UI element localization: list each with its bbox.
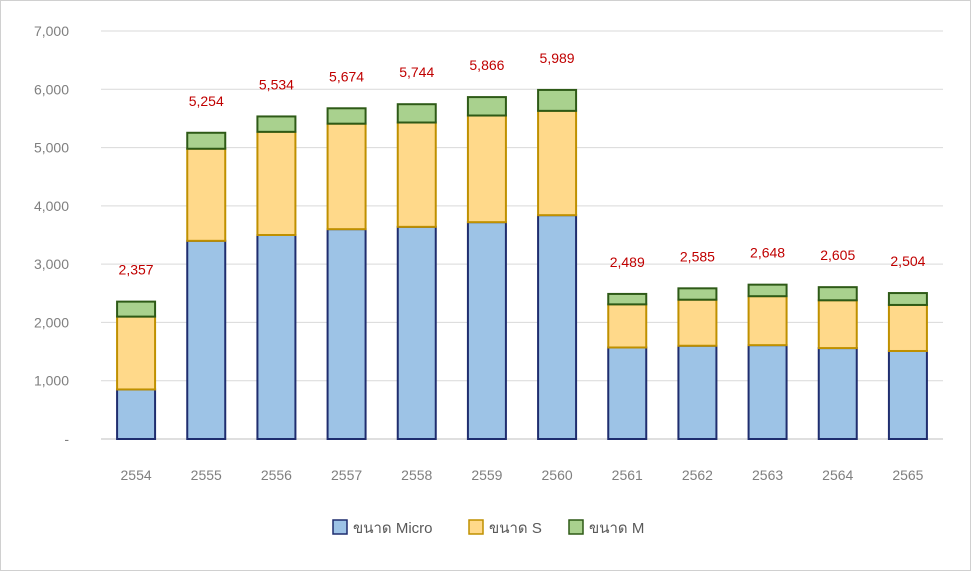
data-label-total: 5,744 xyxy=(399,64,434,80)
bars xyxy=(116,88,928,441)
bar-segment xyxy=(256,130,297,236)
bar-segment xyxy=(466,114,507,224)
bar-segment xyxy=(537,109,578,217)
bar-segment xyxy=(887,303,928,352)
bar-segment xyxy=(256,234,297,440)
bar-segment xyxy=(817,299,858,350)
data-label-total: 2,504 xyxy=(890,253,925,269)
x-tick-label: 2564 xyxy=(822,467,853,483)
bar-segment xyxy=(607,346,648,440)
data-label-total: 5,254 xyxy=(189,93,224,109)
bar-segment xyxy=(396,103,437,124)
data-label-total: 2,357 xyxy=(119,262,154,278)
legend-swatch xyxy=(468,519,484,535)
bar-segment xyxy=(817,286,858,302)
x-tick-label: 2558 xyxy=(401,467,432,483)
bar-segment xyxy=(186,147,227,242)
bar-segment xyxy=(466,221,507,440)
y-axis: - 1,000 2,000 3,000 4,000 5,000 6,000 7,000 xyxy=(34,23,69,447)
x-tick-label: 2559 xyxy=(471,467,502,483)
total-labels: 2,357 5,254 5,534 5,674 5,744 5,866 5,989 2,489… xyxy=(119,50,926,278)
bar-segment xyxy=(256,115,297,133)
bar-segment xyxy=(607,292,648,306)
bar-segment xyxy=(747,283,788,298)
y-tick-label: - xyxy=(64,431,69,447)
y-tick-label: 2,000 xyxy=(34,314,69,330)
bar-segment xyxy=(677,287,718,301)
bar-segment xyxy=(677,298,718,347)
y-tick-label: 4,000 xyxy=(34,198,69,214)
bar-segment xyxy=(466,96,507,117)
x-tick-label: 2563 xyxy=(752,467,783,483)
data-label-total: 2,489 xyxy=(610,254,645,270)
bar-segment xyxy=(186,131,227,150)
data-label-total: 2,648 xyxy=(750,245,785,261)
data-label-total: 5,534 xyxy=(259,76,294,92)
bar-segment xyxy=(677,344,718,440)
y-tick-label: 7,000 xyxy=(34,23,69,39)
bar-segment xyxy=(537,88,578,112)
legend-label: ขนาด M xyxy=(589,520,644,537)
x-tick-label: 2561 xyxy=(612,467,643,483)
bar-segment xyxy=(116,300,157,318)
bar-segment xyxy=(116,315,157,391)
gridlines xyxy=(101,30,943,440)
bar-segment xyxy=(747,344,788,440)
bar-segment xyxy=(326,122,367,231)
y-tick-label: 6,000 xyxy=(34,81,69,97)
bar-segment xyxy=(396,121,437,228)
bar-segment xyxy=(186,239,227,440)
bar-segment xyxy=(116,388,157,441)
x-tick-label: 2556 xyxy=(261,467,292,483)
legend-label: ขนาด Micro xyxy=(353,520,433,537)
bar-segment xyxy=(537,214,578,440)
y-tick-label: 3,000 xyxy=(34,256,69,272)
data-label-total: 2,585 xyxy=(680,248,715,264)
bar-segment xyxy=(607,303,648,349)
bar-segment xyxy=(747,295,788,347)
x-tick-label: 2554 xyxy=(121,467,152,483)
legend-swatch xyxy=(332,519,348,535)
bar-segment xyxy=(396,225,437,440)
x-tick-label: 2557 xyxy=(331,467,362,483)
x-tick-label: 2555 xyxy=(191,467,222,483)
legend-swatch xyxy=(568,519,584,535)
data-label-total: 5,989 xyxy=(540,50,575,66)
legend: ขนาด Micro ขนาด S ขนาด M xyxy=(332,519,644,537)
data-label-total: 5,866 xyxy=(469,57,504,73)
bar-segment xyxy=(326,228,367,440)
x-axis: 2554 2555 2556 2557 2558 2559 2560 2561 2562 2563… xyxy=(121,467,924,483)
y-tick-label: 5,000 xyxy=(34,140,69,156)
x-tick-label: 2560 xyxy=(542,467,573,483)
bar-segment xyxy=(817,347,858,440)
x-tick-label: 2562 xyxy=(682,467,713,483)
data-label-total: 5,674 xyxy=(329,68,364,84)
bar-segment xyxy=(887,292,928,306)
x-tick-label: 2565 xyxy=(892,467,923,483)
bar-segment xyxy=(887,349,928,441)
bar-segment xyxy=(326,107,367,125)
legend-label: ขนาด S xyxy=(489,520,542,537)
y-tick-label: 1,000 xyxy=(34,373,69,389)
data-label-total: 2,605 xyxy=(820,247,855,263)
